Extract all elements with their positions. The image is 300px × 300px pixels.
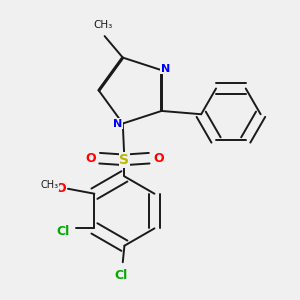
Text: O: O [153,152,164,165]
Text: S: S [119,153,129,167]
Text: O: O [85,152,96,165]
Text: CH₃: CH₃ [93,20,112,30]
Text: N: N [161,64,170,74]
Text: Cl: Cl [115,269,128,282]
Text: N: N [113,118,122,128]
Text: O: O [56,182,66,195]
Text: Cl: Cl [56,225,70,238]
Text: CH₃: CH₃ [41,181,59,190]
